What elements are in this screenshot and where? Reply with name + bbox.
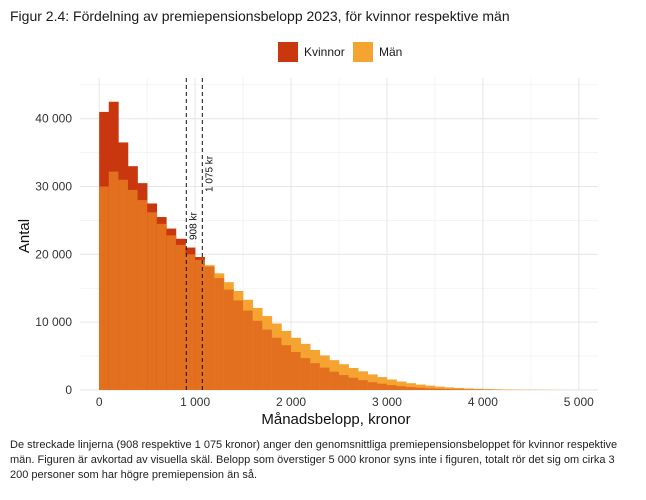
bar-overlap bbox=[329, 371, 340, 390]
legend-item-kvinnor: Kvinnor bbox=[278, 42, 345, 62]
legend-label-man: Män bbox=[379, 45, 403, 59]
bar-overlap bbox=[319, 367, 330, 390]
bar-man bbox=[415, 384, 426, 390]
reference-lines: 908 kr 1 075 kr bbox=[185, 78, 215, 390]
legend-swatch-kvinnor bbox=[278, 42, 298, 62]
y-tick-label: 40 000 bbox=[35, 112, 72, 126]
y-axis-title: Antal bbox=[16, 219, 33, 253]
bar-overlap bbox=[118, 179, 129, 390]
bar-overlap bbox=[339, 375, 349, 390]
bar-overlap bbox=[396, 386, 407, 390]
chart-title: Figur 2.4: Fördelning av premiepensionsb… bbox=[10, 8, 510, 24]
y-axis-ticks: 0 10 000 20 000 30 000 40 000 bbox=[35, 112, 72, 397]
legend: Kvinnor Män bbox=[0, 42, 646, 64]
y-tick-label: 0 bbox=[65, 383, 72, 397]
bar-overlap bbox=[415, 387, 426, 390]
bar-overlap bbox=[377, 383, 388, 390]
x-tick-label: 0 bbox=[96, 395, 103, 409]
bar-overlap bbox=[444, 389, 455, 390]
bar-man bbox=[386, 379, 397, 390]
bar-overlap bbox=[434, 388, 445, 390]
bar-man bbox=[492, 389, 503, 390]
bar-overlap bbox=[367, 382, 378, 390]
x-axis-ticks: 0 1 000 2 000 3 000 4 000 5 000 bbox=[96, 395, 594, 409]
bar-overlap bbox=[300, 358, 311, 390]
bar-overlap bbox=[166, 235, 177, 390]
bar-overlap bbox=[252, 320, 263, 390]
mean-line-label: 908 kr bbox=[188, 212, 199, 240]
bar-overlap bbox=[108, 171, 119, 390]
bar-overlap bbox=[358, 380, 369, 390]
bar-overlap bbox=[175, 244, 186, 390]
histogram-chart: 908 kr 1 075 kr 0 1 000 2 000 3 000 4 000 5 00… bbox=[16, 78, 598, 428]
bar-overlap bbox=[406, 387, 417, 390]
bar-overlap bbox=[223, 289, 234, 390]
bar-overlap bbox=[291, 352, 301, 390]
x-tick-label: 2 000 bbox=[276, 395, 306, 409]
bar-overlap bbox=[137, 200, 148, 390]
bar-overlap bbox=[271, 337, 282, 390]
bar-man bbox=[425, 385, 436, 390]
bar-overlap bbox=[281, 345, 292, 390]
bar-overlap bbox=[147, 212, 158, 390]
bar-man bbox=[406, 383, 417, 390]
x-tick-label: 4 000 bbox=[468, 395, 498, 409]
bar-overlap bbox=[127, 189, 138, 390]
bar-overlap bbox=[156, 223, 167, 390]
bar-man bbox=[377, 377, 388, 390]
y-tick-label: 20 000 bbox=[35, 247, 72, 261]
legend-item-man: Män bbox=[353, 42, 402, 62]
bar-overlap bbox=[99, 186, 110, 390]
bar-overlap bbox=[454, 389, 465, 390]
x-tick-label: 1 000 bbox=[180, 395, 210, 409]
bar-overlap bbox=[463, 389, 474, 390]
histogram-bars bbox=[99, 101, 589, 391]
bar-man bbox=[434, 386, 445, 390]
bar-overlap bbox=[195, 259, 206, 390]
bar-overlap bbox=[262, 329, 273, 390]
bar-man bbox=[482, 389, 493, 390]
x-tick-label: 3 000 bbox=[372, 395, 402, 409]
bar-overlap bbox=[204, 266, 215, 390]
x-tick-label: 5 000 bbox=[564, 395, 594, 409]
bar-overlap bbox=[214, 278, 225, 390]
bar-overlap bbox=[425, 388, 436, 390]
bar-overlap bbox=[386, 385, 397, 390]
y-tick-label: 10 000 bbox=[35, 315, 72, 329]
y-tick-label: 30 000 bbox=[35, 180, 72, 194]
mean-line-label: 1 075 kr bbox=[204, 155, 215, 192]
bar-man bbox=[454, 387, 465, 390]
bar-man bbox=[444, 387, 455, 390]
footnote: De streckade linjerna (908 respektive 1 … bbox=[10, 439, 618, 481]
bar-overlap bbox=[243, 310, 253, 390]
bar-man bbox=[473, 388, 484, 390]
bar-overlap bbox=[310, 363, 321, 390]
bar-overlap bbox=[233, 300, 244, 390]
bar-overlap bbox=[185, 254, 196, 390]
legend-swatch-man bbox=[353, 42, 373, 62]
bar-man bbox=[463, 388, 474, 390]
x-axis-title: Månadsbelopp, kronor bbox=[261, 411, 410, 428]
bar-man bbox=[396, 381, 407, 390]
bar-overlap bbox=[348, 377, 359, 390]
legend-label-kvinnor: Kvinnor bbox=[304, 45, 345, 59]
